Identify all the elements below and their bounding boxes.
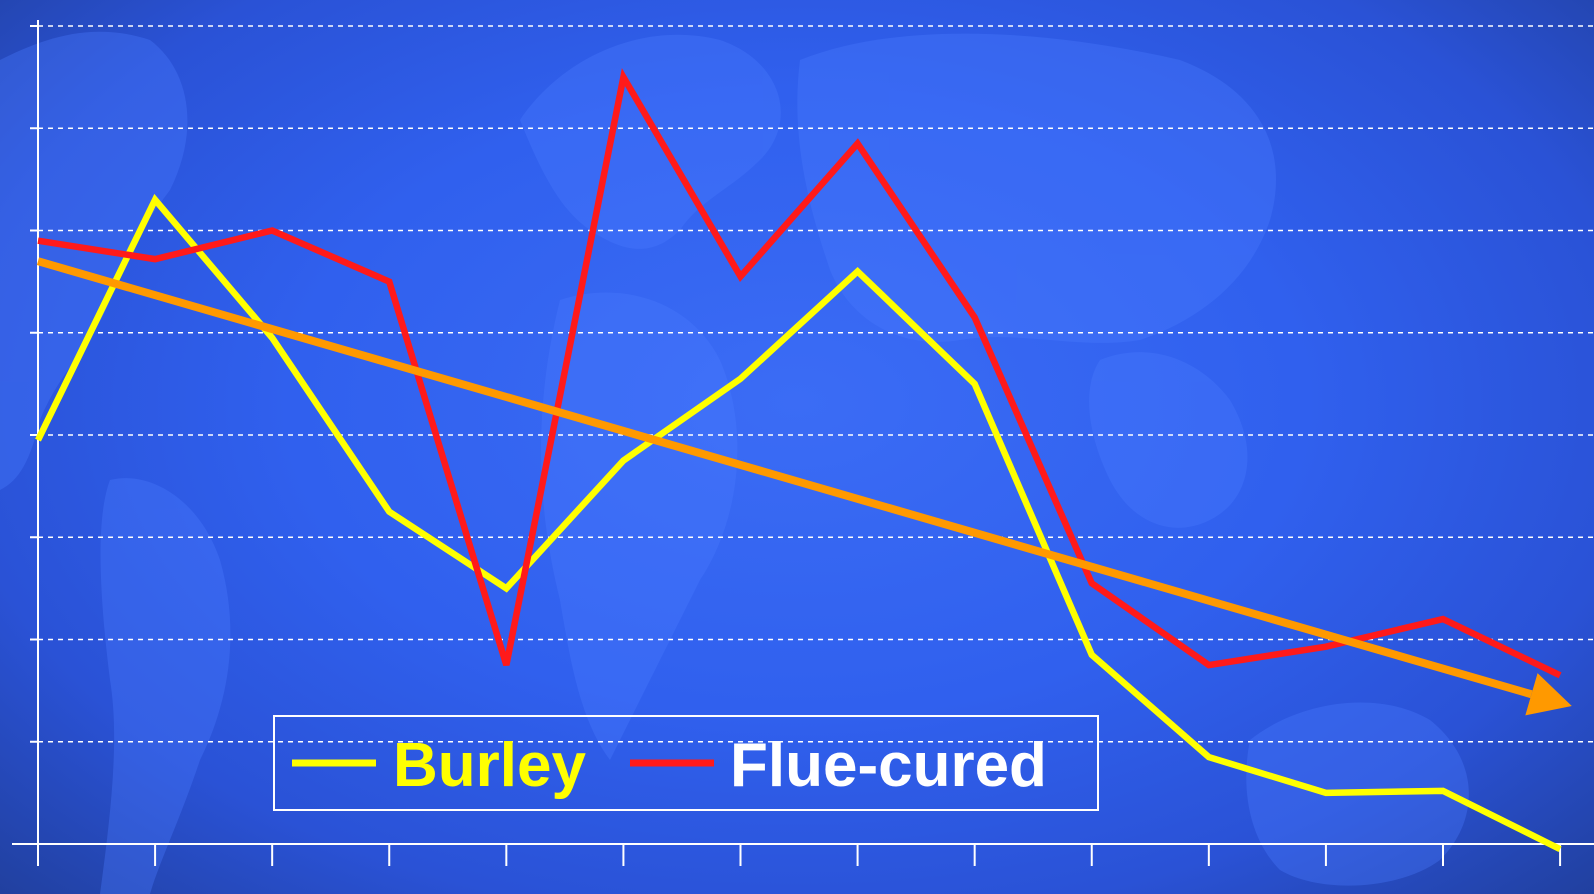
world-map-background xyxy=(0,31,1469,894)
legend-box xyxy=(273,715,1099,811)
axes xyxy=(12,20,1594,866)
series-line-burley xyxy=(35,193,1562,853)
legend-label-flue-cured: Flue-cured xyxy=(730,731,1047,800)
legend-label-burley: Burley xyxy=(393,731,586,800)
legend: Burley Flue-cured xyxy=(273,715,1099,811)
trend-arrowhead xyxy=(1525,673,1572,716)
series-line-flue-cured xyxy=(37,68,1562,679)
trend-layer xyxy=(36,257,1572,716)
trend-line xyxy=(36,257,1533,699)
series-layer xyxy=(35,68,1562,853)
